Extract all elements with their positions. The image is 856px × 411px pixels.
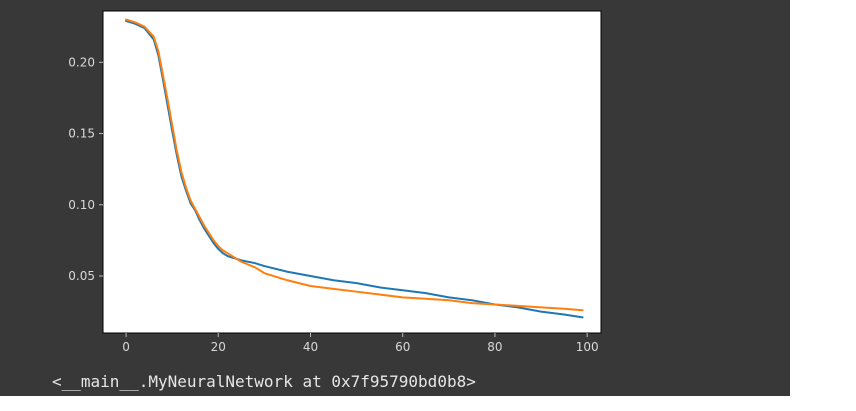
y-tick-label: 0.10 <box>68 198 95 212</box>
chart-svg: 0 20 40 60 80 100 0.05 0.10 0.15 0.20 <box>68 10 602 354</box>
x-tick-label: 100 <box>576 340 599 354</box>
x-tick-label: 0 <box>122 340 130 354</box>
series-line-2 <box>125 18 584 312</box>
output-repr-text: <__main__.MyNeuralNetwork at 0x7f95790bd… <box>52 372 476 391</box>
y-tick-label: 0.05 <box>68 269 95 283</box>
notebook-output-cell: 0 20 40 60 80 100 0.05 0.10 0.15 0.20 <__main__.M… <box>0 0 790 396</box>
y-tick-label: 0.20 <box>68 55 95 69</box>
x-tick-label: 20 <box>211 340 226 354</box>
x-tick-label: 80 <box>487 340 502 354</box>
y-tick-label: 0.15 <box>68 127 95 141</box>
x-tick-label: 60 <box>395 340 410 354</box>
x-tick-label: 40 <box>303 340 318 354</box>
line-chart-figure: 0 20 40 60 80 100 0.05 0.10 0.15 0.20 <box>68 10 602 354</box>
plot-area <box>102 10 602 334</box>
series-line-1 <box>125 19 584 319</box>
